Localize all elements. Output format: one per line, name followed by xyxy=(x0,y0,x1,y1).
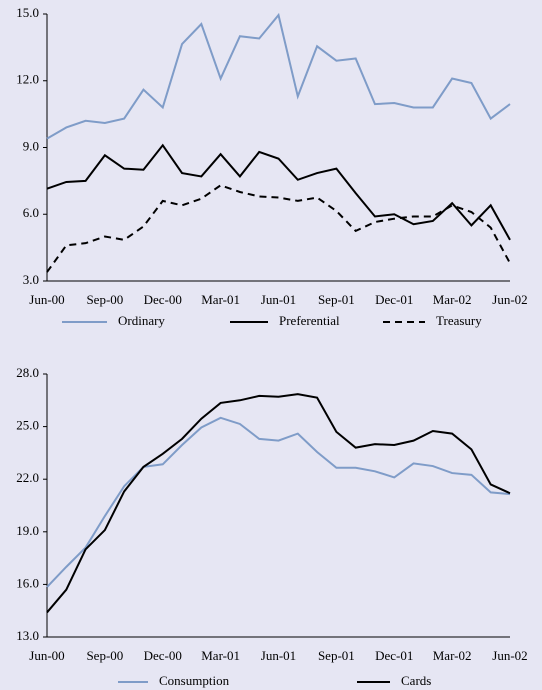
x-tick-label: Dec-00 xyxy=(144,292,182,307)
x-tick-label: Sep-01 xyxy=(318,292,355,307)
x-tick-label: Mar-01 xyxy=(201,292,240,307)
x-tick-label: Mar-01 xyxy=(201,648,240,663)
x-tick-label: Sep-01 xyxy=(318,648,355,663)
y-tick-label: 25.0 xyxy=(16,418,39,433)
series-line xyxy=(46,12,511,140)
legend-label: Consumption xyxy=(159,673,230,688)
x-tick-label: Jun-02 xyxy=(492,648,527,663)
x-tick-label: Jun-00 xyxy=(29,648,64,663)
y-tick-label: 19.0 xyxy=(16,523,39,538)
x-tick-label: Mar-02 xyxy=(433,292,472,307)
series-line xyxy=(46,393,511,614)
y-tick-label: 9.0 xyxy=(23,138,39,153)
series-line xyxy=(46,184,511,273)
x-tick-label: Jun-02 xyxy=(492,292,527,307)
legend-label: Cards xyxy=(401,673,431,688)
x-tick-label: Jun-01 xyxy=(261,292,296,307)
x-tick-label: Mar-02 xyxy=(433,648,472,663)
y-tick-label: 6.0 xyxy=(23,205,39,220)
x-tick-label: Sep-00 xyxy=(86,648,123,663)
y-tick-label: 16.0 xyxy=(16,575,39,590)
y-tick-label: 15.0 xyxy=(16,5,39,20)
x-tick-label: Dec-00 xyxy=(144,648,182,663)
y-tick-label: 12.0 xyxy=(16,72,39,87)
legend-label: Ordinary xyxy=(118,313,165,328)
series-line xyxy=(46,143,511,241)
x-tick-label: Dec-01 xyxy=(375,292,413,307)
x-tick-label: Sep-00 xyxy=(86,292,123,307)
legend-label: Preferential xyxy=(279,313,340,328)
y-tick-label: 28.0 xyxy=(16,365,39,380)
x-tick-label: Jun-00 xyxy=(29,292,64,307)
y-tick-label: 13.0 xyxy=(16,628,39,643)
x-tick-label: Jun-01 xyxy=(261,648,296,663)
y-tick-label: 22.0 xyxy=(16,470,39,485)
series-line xyxy=(46,416,511,588)
x-tick-label: Dec-01 xyxy=(375,648,413,663)
y-tick-label: 3.0 xyxy=(23,272,39,287)
legend-label: Treasury xyxy=(436,313,482,328)
